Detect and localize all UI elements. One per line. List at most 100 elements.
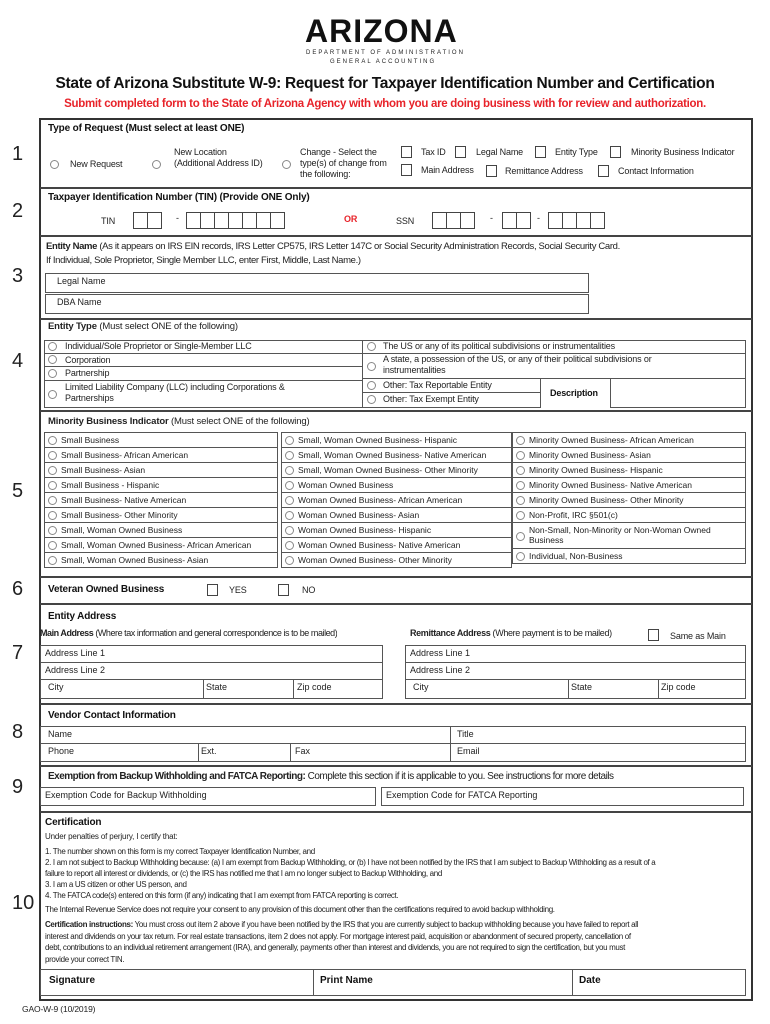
remit-address-line-1[interactable]: Address Line 1 (405, 645, 746, 663)
mbi-radio[interactable] (48, 436, 57, 445)
mbi-option[interactable]: Woman Owned Business- Hispanic (281, 522, 512, 538)
mbi-option[interactable]: Minority Owned Business- Asian (512, 447, 746, 463)
ext-field[interactable]: Ext. (198, 743, 291, 762)
tin-prefix-input[interactable] (133, 212, 162, 229)
date-field[interactable]: Date (572, 969, 746, 996)
mbi-option[interactable]: Woman Owned Business (281, 477, 512, 493)
main-address-checkbox[interactable] (401, 164, 412, 176)
mbi-radio[interactable] (48, 496, 57, 505)
contact-info-checkbox[interactable] (598, 165, 609, 177)
mbi-radio[interactable] (516, 436, 525, 445)
mbi-option[interactable]: Small Business- African American (44, 447, 278, 463)
description-field[interactable] (610, 378, 746, 408)
main-address-line-1[interactable]: Address Line 1 (40, 645, 383, 663)
corporation-radio[interactable] (48, 355, 57, 364)
mbi-option[interactable]: Small, Woman Owned Business- Native Amer… (281, 447, 512, 463)
mbi-option[interactable]: Woman Owned Business- Native American (281, 537, 512, 553)
print-name-field[interactable]: Print Name (313, 969, 573, 996)
remit-zip[interactable]: Zip code (658, 679, 746, 699)
mbi-option[interactable]: Small, Woman Owned Business (44, 522, 278, 538)
tax-reportable-radio[interactable] (367, 381, 376, 390)
mbi-radio[interactable] (285, 541, 294, 550)
mbi-option[interactable]: Minority Owned Business- Other Minority (512, 492, 746, 508)
mbi-radio[interactable] (48, 466, 57, 475)
mbi-option[interactable]: Minority Owned Business- Hispanic (512, 462, 746, 478)
mbi-radio[interactable] (516, 511, 525, 520)
mbi-radio[interactable] (48, 541, 57, 550)
mbi-radio[interactable] (285, 436, 294, 445)
mbi-radio[interactable] (285, 451, 294, 460)
contact-title-field[interactable]: Title (450, 726, 746, 744)
new-location-radio[interactable] (152, 160, 161, 169)
mbi-option[interactable]: Small, Woman Owned Business- African Ame… (44, 537, 278, 553)
mbi-radio[interactable] (516, 451, 525, 460)
main-city[interactable]: City (40, 679, 204, 699)
backup-withholding-code-field[interactable]: Exemption Code for Backup Withholding (40, 787, 376, 806)
mbi-option[interactable]: Individual, Non-Business (512, 548, 746, 564)
ssn-group-input[interactable] (502, 212, 531, 229)
remittance-address-checkbox[interactable] (486, 165, 497, 177)
us-government-radio[interactable] (367, 342, 376, 351)
partnership-radio[interactable] (48, 369, 57, 378)
mbi-radio[interactable] (285, 511, 294, 520)
dba-name-field[interactable]: DBA Name (45, 294, 589, 314)
tax-id-checkbox[interactable] (401, 146, 412, 158)
mbi-option[interactable]: Small Business- Native American (44, 492, 278, 508)
new-request-radio[interactable] (50, 160, 59, 169)
mbi-radio[interactable] (48, 481, 57, 490)
mbi-radio[interactable] (285, 556, 294, 565)
ssn-area-input[interactable] (432, 212, 475, 229)
mbi-radio[interactable] (285, 481, 294, 490)
mbi-radio[interactable] (48, 556, 57, 565)
mbi-radio[interactable] (285, 526, 294, 535)
mbi-option[interactable]: Small, Woman Owned Business- Other Minor… (281, 462, 512, 478)
individual-radio[interactable] (48, 342, 57, 351)
remit-address-line-2[interactable]: Address Line 2 (405, 662, 746, 680)
mbi-radio[interactable] (48, 526, 57, 535)
mbi-option[interactable]: Small Business- Other Minority (44, 507, 278, 523)
tax-exempt-radio[interactable] (367, 395, 376, 404)
mbi-option[interactable]: Small, Woman Owned Business- Asian (44, 552, 278, 568)
minority-indicator-checkbox[interactable] (610, 146, 621, 158)
llc-radio[interactable] (48, 390, 57, 399)
remit-city[interactable]: City (405, 679, 569, 699)
mbi-option[interactable]: Woman Owned Business- Asian (281, 507, 512, 523)
mbi-radio[interactable] (516, 496, 525, 505)
mbi-radio[interactable] (516, 552, 525, 561)
mbi-option[interactable]: Minority Owned Business- Native American (512, 477, 746, 493)
mbi-radio[interactable] (48, 511, 57, 520)
signature-field[interactable]: Signature (40, 969, 314, 996)
veteran-no-checkbox[interactable] (278, 584, 289, 596)
mbi-option[interactable]: Small Business - Hispanic (44, 477, 278, 493)
mbi-option[interactable]: Small Business- Asian (44, 462, 278, 478)
mbi-option[interactable]: Small Business (44, 432, 278, 448)
mbi-radio[interactable] (516, 532, 525, 541)
mbi-option[interactable]: Small, Woman Owned Business- Hispanic (281, 432, 512, 448)
mbi-radio[interactable] (516, 481, 525, 490)
mbi-radio[interactable] (48, 451, 57, 460)
legal-name-field[interactable]: Legal Name (45, 273, 589, 293)
main-state[interactable]: State (203, 679, 294, 699)
mbi-radio[interactable] (516, 466, 525, 475)
remit-state[interactable]: State (568, 679, 659, 699)
main-zip[interactable]: Zip code (293, 679, 383, 699)
mbi-option[interactable]: Woman Owned Business- Other Minority (281, 552, 512, 568)
email-field[interactable]: Email (450, 743, 746, 762)
ssn-serial-input[interactable] (548, 212, 605, 229)
mbi-option[interactable]: Non-Profit, IRC §501(c) (512, 507, 746, 523)
entity-type-checkbox[interactable] (535, 146, 546, 158)
mbi-radio[interactable] (285, 496, 294, 505)
fax-field[interactable]: Fax (290, 743, 451, 762)
main-address-line-2[interactable]: Address Line 2 (40, 662, 383, 680)
veteran-yes-checkbox[interactable] (207, 584, 218, 596)
state-government-radio[interactable] (367, 362, 376, 371)
mbi-radio[interactable] (285, 466, 294, 475)
mbi-option[interactable]: Non-Small, Non-Minority or Non-Woman Own… (512, 522, 746, 549)
fatca-code-field[interactable]: Exemption Code for FATCA Reporting (381, 787, 744, 806)
contact-name-field[interactable]: Name (40, 726, 451, 744)
same-as-main-checkbox[interactable] (648, 629, 659, 641)
legal-name-checkbox[interactable] (455, 146, 466, 158)
tin-suffix-input[interactable] (186, 212, 285, 229)
phone-field[interactable]: Phone (40, 743, 199, 762)
change-radio[interactable] (282, 160, 291, 169)
